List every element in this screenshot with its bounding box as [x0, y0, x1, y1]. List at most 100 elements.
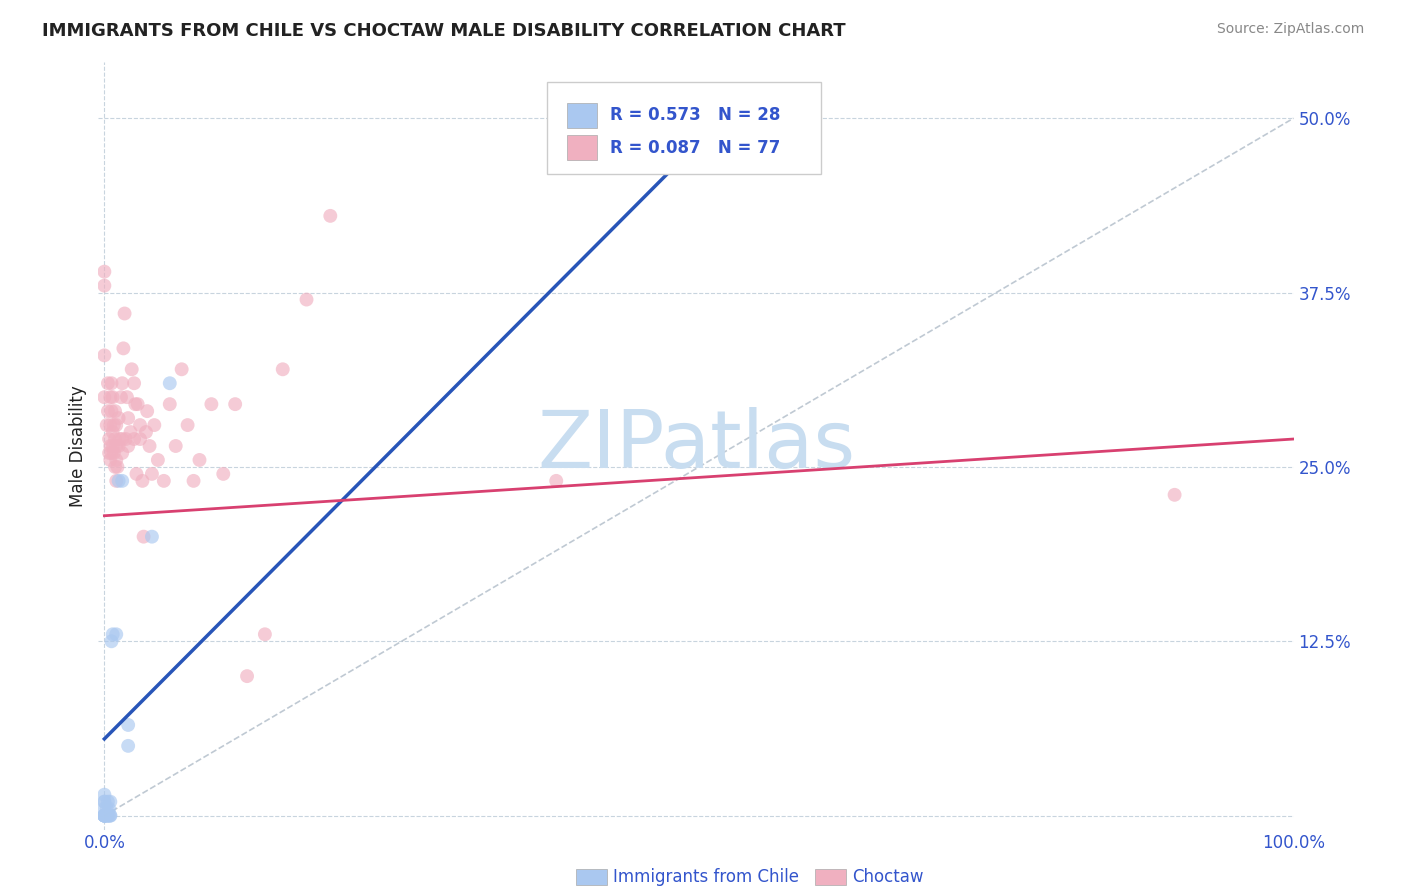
Point — [96, 802, 118, 816]
Point — [93, 788, 115, 802]
Point — [96, 808, 118, 822]
Point — [97, 795, 120, 809]
Point — [114, 432, 136, 446]
Point — [93, 265, 115, 279]
Point — [100, 446, 122, 460]
Y-axis label: Male Disability: Male Disability — [69, 385, 87, 507]
Point — [101, 439, 124, 453]
Point — [107, 439, 129, 453]
Point — [111, 474, 134, 488]
Point — [97, 808, 120, 822]
Point — [105, 474, 128, 488]
Point — [546, 474, 568, 488]
Text: Immigrants from Chile: Immigrants from Chile — [613, 868, 799, 886]
Point — [165, 439, 187, 453]
Point — [98, 432, 121, 446]
Point — [111, 446, 134, 460]
Point — [101, 390, 124, 404]
Point — [1163, 488, 1185, 502]
Text: Choctaw: Choctaw — [852, 868, 924, 886]
Point — [93, 808, 115, 822]
Point — [105, 418, 128, 433]
Point — [117, 739, 139, 753]
Point — [98, 453, 121, 467]
Point — [141, 467, 163, 481]
Point — [122, 376, 145, 391]
Point — [132, 530, 155, 544]
Point — [100, 634, 122, 648]
Point — [127, 397, 149, 411]
Point — [143, 418, 166, 433]
Point — [122, 432, 145, 446]
Point — [100, 404, 122, 418]
Point — [98, 808, 121, 822]
Point — [107, 411, 129, 425]
Point — [100, 376, 122, 391]
Point — [236, 669, 259, 683]
Point — [176, 418, 198, 433]
Point — [98, 808, 121, 822]
Point — [93, 795, 115, 809]
Point — [103, 418, 125, 433]
Text: Source: ZipAtlas.com: Source: ZipAtlas.com — [1216, 22, 1364, 37]
Point — [96, 808, 118, 822]
Point — [120, 425, 142, 439]
Point — [146, 453, 169, 467]
Point — [114, 306, 136, 320]
Point — [253, 627, 276, 641]
Point — [117, 718, 139, 732]
Point — [129, 432, 152, 446]
Point — [104, 432, 127, 446]
Text: R = 0.573   N = 28: R = 0.573 N = 28 — [610, 106, 780, 124]
Point — [108, 432, 131, 446]
Point — [105, 627, 128, 641]
Point — [124, 397, 146, 411]
Point — [212, 467, 235, 481]
Point — [98, 390, 121, 404]
Point — [93, 795, 115, 809]
Point — [103, 446, 125, 460]
Point — [93, 390, 115, 404]
Point — [93, 802, 115, 816]
Point — [125, 467, 148, 481]
Point — [98, 795, 121, 809]
Point — [141, 530, 163, 544]
Point — [104, 459, 127, 474]
Point — [170, 362, 193, 376]
Point — [101, 425, 124, 439]
Point — [93, 808, 115, 822]
Point — [271, 362, 294, 376]
Text: ZIPatlas: ZIPatlas — [537, 407, 855, 485]
Point — [131, 474, 153, 488]
Point — [159, 397, 181, 411]
Point — [224, 397, 246, 411]
Point — [110, 390, 132, 404]
Point — [93, 278, 115, 293]
Text: IMMIGRANTS FROM CHILE VS CHOCTAW MALE DISABILITY CORRELATION CHART: IMMIGRANTS FROM CHILE VS CHOCTAW MALE DI… — [42, 22, 846, 40]
Point — [98, 808, 121, 822]
Point — [295, 293, 318, 307]
Point — [105, 439, 128, 453]
Point — [98, 439, 121, 453]
Point — [107, 474, 129, 488]
Point — [107, 459, 129, 474]
Point — [93, 808, 115, 822]
FancyBboxPatch shape — [547, 81, 821, 174]
Point — [93, 808, 115, 822]
Point — [97, 404, 120, 418]
Point — [98, 446, 121, 460]
Point — [136, 404, 159, 418]
Text: R = 0.087   N = 77: R = 0.087 N = 77 — [610, 138, 780, 157]
Point — [96, 418, 118, 433]
Point — [129, 418, 152, 433]
Point — [319, 209, 342, 223]
Point — [93, 808, 115, 822]
Point — [112, 342, 135, 356]
Bar — [567, 103, 596, 128]
Point — [183, 474, 205, 488]
Point — [200, 397, 222, 411]
Point — [111, 432, 134, 446]
Point — [98, 802, 121, 816]
Point — [138, 439, 160, 453]
Point — [117, 411, 139, 425]
